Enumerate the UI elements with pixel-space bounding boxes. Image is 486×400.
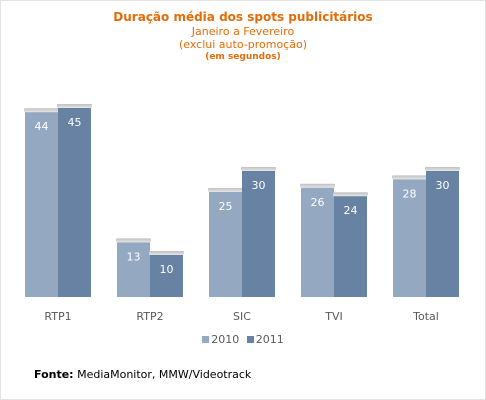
chart-unit-note: (em segundos) bbox=[205, 52, 281, 62]
data-label-sic-2010: 25 bbox=[219, 200, 233, 213]
bar-shadow-total-2011 bbox=[425, 167, 460, 171]
data-labels-layer: 44 45 13 10 25 30 26 24 28 30 bbox=[35, 116, 450, 276]
bar-rtp2-2010 bbox=[117, 242, 150, 297]
bar-tvi-2010 bbox=[301, 187, 334, 297]
bar-rtp1-2011 bbox=[58, 108, 91, 297]
bar-sic-2011 bbox=[242, 171, 275, 297]
chart-title: Duração média dos spots publicitários bbox=[113, 10, 373, 24]
legend: 2010 2011 bbox=[0, 333, 486, 346]
legend-swatch-2010 bbox=[202, 336, 210, 343]
x-axis-tick-labels: RTP1 RTP2 SIC TVI Total bbox=[44, 310, 438, 323]
data-label-rtp2-2010: 13 bbox=[127, 250, 141, 263]
source-note: Fonte: MediaMonitor, MMW/Videotrack bbox=[34, 368, 251, 381]
data-label-total-2011: 30 bbox=[436, 179, 450, 192]
x-tick-label-rtp2: RTP2 bbox=[136, 310, 163, 323]
source-text: MediaMonitor, MMW/Videotrack bbox=[73, 368, 252, 381]
bar-rtp2-2011 bbox=[150, 255, 183, 297]
bar-shadow-rtp2-2010 bbox=[116, 238, 151, 243]
bar-sic-2010 bbox=[209, 192, 242, 297]
bar-shadow-total-2010 bbox=[392, 175, 427, 180]
legend-label-2011: 2011 bbox=[255, 333, 284, 346]
bar-shadow-sic-2011 bbox=[241, 167, 276, 171]
legend-entry-2010: 2010 bbox=[202, 333, 239, 346]
source-label: Fonte: bbox=[34, 368, 74, 381]
bar-total-2011 bbox=[426, 171, 459, 297]
bar-shadow-sic-2010 bbox=[208, 188, 243, 192]
legend-label-2010: 2010 bbox=[211, 333, 240, 346]
bar-shadow-rtp1-2010 bbox=[24, 108, 59, 113]
legend-swatch-2011 bbox=[246, 336, 254, 343]
bar-rtp1-2010 bbox=[25, 112, 58, 297]
data-label-rtp2-2011: 10 bbox=[160, 263, 174, 276]
data-label-tvi-2010: 26 bbox=[311, 196, 325, 209]
x-tick-label-sic: SIC bbox=[233, 310, 251, 323]
chart-titles: Duração média dos spots publicitários Ja… bbox=[0, 10, 486, 63]
bar-tvi-2011 bbox=[334, 196, 367, 297]
chart-subtitle-period: Janeiro a Fevereiro bbox=[191, 25, 295, 38]
bar-total-2010 bbox=[393, 179, 426, 297]
data-label-rtp1-2011: 45 bbox=[68, 116, 82, 129]
data-label-total-2010: 28 bbox=[403, 187, 417, 200]
bars-layer bbox=[24, 104, 460, 297]
x-tick-label-total: Total bbox=[412, 310, 439, 323]
chart-subtitle-note: (exclui auto-promoção) bbox=[179, 38, 307, 51]
bar-shadow-tvi-2010 bbox=[300, 183, 335, 188]
bar-shadow-rtp2-2011 bbox=[149, 251, 184, 255]
legend-entry-2011: 2011 bbox=[246, 333, 284, 346]
x-tick-label-tvi: TVI bbox=[324, 310, 343, 323]
x-tick-label-rtp1: RTP1 bbox=[44, 310, 71, 323]
data-label-rtp1-2010: 44 bbox=[35, 120, 49, 133]
bar-shadow-rtp1-2011 bbox=[57, 104, 92, 108]
data-label-sic-2011: 30 bbox=[252, 179, 266, 192]
data-label-tvi-2011: 24 bbox=[344, 204, 358, 217]
bar-shadow-tvi-2011 bbox=[333, 192, 368, 197]
